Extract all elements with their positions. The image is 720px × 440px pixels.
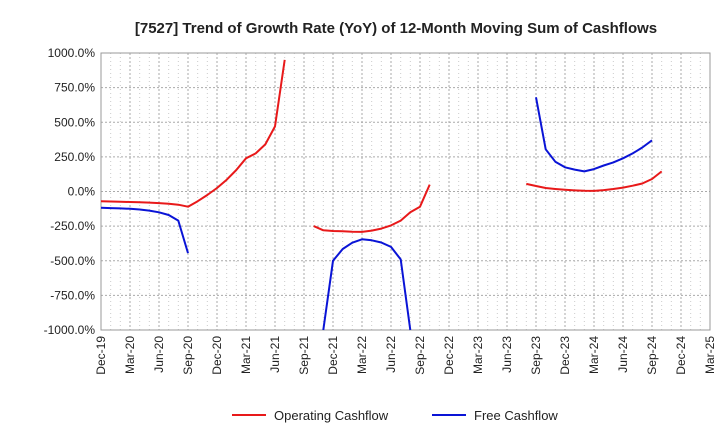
x-tick-label: Sep-22 bbox=[413, 336, 427, 375]
plot-area-frame bbox=[100, 52, 711, 331]
x-axis: Dec-19 Mar-20 Jun-20 Sep-20 Dec-20 Mar-21 Jun-… bbox=[94, 336, 717, 375]
x-tick-label: Dec-23 bbox=[558, 336, 572, 375]
y-tick-label: -500.0% bbox=[50, 254, 95, 268]
x-tick-label: Sep-21 bbox=[297, 336, 311, 375]
x-tick-label: Sep-24 bbox=[645, 336, 659, 375]
y-tick-label: 750.0% bbox=[54, 81, 95, 95]
y-tick-label: -250.0% bbox=[50, 219, 95, 233]
x-tick-label: Jun-23 bbox=[500, 336, 514, 373]
x-tick-label: Sep-20 bbox=[181, 336, 195, 375]
series-group bbox=[100, 59, 663, 331]
legend-label: Free Cashflow bbox=[474, 408, 558, 423]
series-line-free-cashflow bbox=[535, 97, 653, 173]
x-tick-label: Jun-22 bbox=[384, 336, 398, 373]
y-axis: 1000.0% 750.0% 500.0% 250.0% 0.0% -250.0% -500… bbox=[44, 46, 96, 337]
x-tick-label: Jun-20 bbox=[152, 336, 166, 373]
x-tick-label: Dec-24 bbox=[674, 336, 688, 375]
x-tick-label: Dec-20 bbox=[210, 336, 224, 375]
x-tick-label: Dec-21 bbox=[326, 336, 340, 375]
x-tick-label: Jun-24 bbox=[616, 336, 630, 373]
legend-label: Operating Cashflow bbox=[274, 408, 389, 423]
x-tick-label: Mar-20 bbox=[123, 336, 137, 374]
y-tick-label: 500.0% bbox=[54, 115, 95, 129]
x-tick-label: Mar-23 bbox=[471, 336, 485, 374]
y-tick-label: 250.0% bbox=[54, 150, 95, 164]
x-tick-label: Jun-21 bbox=[268, 336, 282, 373]
x-tick-label: Mar-21 bbox=[239, 336, 253, 374]
x-tick-label: Dec-19 bbox=[94, 336, 108, 375]
chart-title: [7527] Trend of Growth Rate (YoY) of 12-… bbox=[135, 20, 657, 37]
series-line-operating-cashflow bbox=[526, 170, 663, 192]
series-line-operating-cashflow bbox=[313, 184, 431, 233]
x-tick-label: Mar-24 bbox=[587, 336, 601, 374]
y-tick-label: -1000.0% bbox=[44, 323, 96, 337]
x-tick-label: Dec-22 bbox=[442, 336, 456, 375]
y-tick-label: 0.0% bbox=[68, 185, 96, 199]
series-line-free-cashflow bbox=[322, 238, 412, 331]
x-tick-label: Sep-23 bbox=[529, 336, 543, 375]
series-line-free-cashflow bbox=[100, 206, 189, 254]
legend: Operating Cashflow Free Cashflow bbox=[232, 408, 558, 423]
y-tick-label: -750.0% bbox=[50, 288, 95, 302]
series-line-operating-cashflow bbox=[100, 59, 286, 208]
x-tick-label: Mar-22 bbox=[355, 336, 369, 374]
x-tick-label: Mar-25 bbox=[703, 336, 717, 374]
y-tick-label: 1000.0% bbox=[48, 46, 96, 60]
